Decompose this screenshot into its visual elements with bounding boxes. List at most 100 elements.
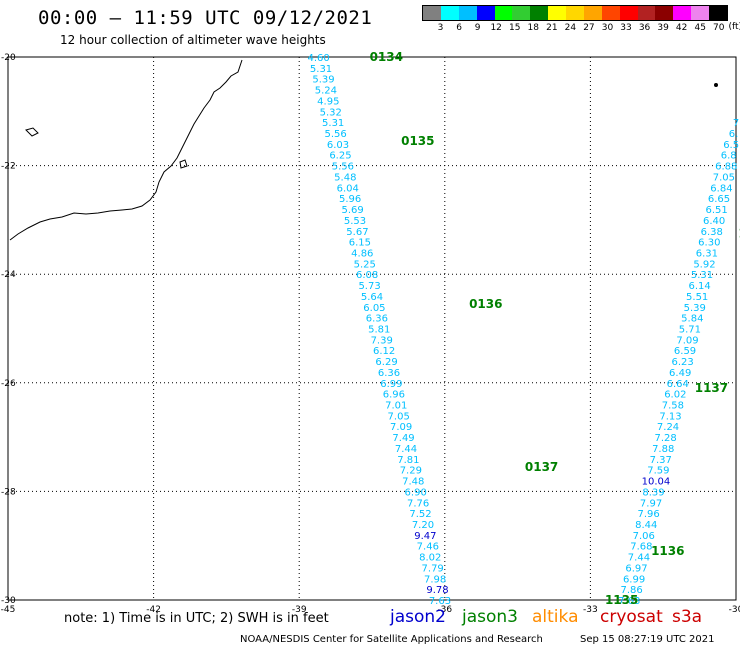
wave-height-label: 5.56 [332,162,354,173]
wave-height-label: 6.40 [703,216,725,227]
wave-height-label: 7.68 [630,542,652,553]
wave-height-label: 7.05 [713,172,735,183]
wave-height-label: 7.06 [633,531,655,542]
wave-height-label: 6.88 [715,162,737,173]
timestamp: Sep 15 08:27:19 UTC 2021 [580,634,715,645]
wave-height-label: 4.60 [307,53,329,64]
wave-height-label: 8.39 [642,487,664,498]
legend-label: 3 [437,23,444,33]
lon-tick-label: -36 [437,605,452,615]
wave-height-label: 6.49 [669,368,691,379]
wave-height-label: 7.79 [422,563,444,574]
wave-height-label: 6.29 [375,357,397,368]
wave-height-label: 6.03 [327,140,349,151]
wave-height-label: 5.64 [361,292,383,303]
wave-height-label: 6.14 [688,281,710,292]
mission-s3a: s3a [672,607,703,627]
wave-height-label: 7.46 [417,542,439,553]
wave-height-label: 6.08 [356,270,378,281]
wave-height-label: 5.25 [354,259,376,270]
wave-height-label: 6.36 [378,368,400,379]
lat-tick-label: -22 [1,162,16,172]
wave-height-label: 5.31 [310,64,332,75]
legend-swatch [566,6,584,20]
wave-height-label: 7.76 [407,498,429,509]
wave-height-label: 9.47 [414,531,436,542]
legend-label: 33 [620,23,632,33]
wave-height-label: 5.31 [322,118,344,129]
legend-label: 36 [638,23,651,33]
legend-label: 30 [601,23,614,33]
wave-height-label: 4.86 [351,248,373,259]
legend-label: 42 [675,23,688,33]
wave-height-label: 7.96 [638,509,660,520]
wave-height-label: 6.5 [723,140,739,151]
page-title: 00:00 – 11:59 UTC 09/12/2021 [38,7,373,29]
legend-swatch [494,6,513,20]
legend-swatch [476,6,495,20]
wave-height-label: 7.59 [647,466,669,477]
wave-height-label: 10.04 [642,477,671,488]
track-descending: 4.605.315.395.244.955.325.315.566.036.25… [307,50,558,607]
wave-height-label: 7.05 [388,411,410,422]
wave-height-label: 5.69 [341,205,363,216]
legend-swatch [423,6,441,20]
wave-height-label: 4.95 [317,96,339,107]
legend-swatch [512,6,531,20]
wave-height-label: 7.37 [650,455,672,466]
wave-height-label: 7.01 [385,401,407,412]
track-time-label: 0136 [469,297,502,311]
wave-height-label: 6.31 [696,248,718,259]
legend-swatch [619,6,638,20]
wave-height-label: 6.90 [405,487,427,498]
mission-cryosat: cryosat [600,607,663,627]
track-time-label: 0135 [401,134,434,148]
wave-height-label: 7.58 [662,401,684,412]
wave-height-label: 7.49 [392,433,414,444]
map-grid: -45 -42 -39 -36 -33 -30 -20 -22 -24 -26 -28 -30 [1,53,740,615]
wave-height-label: 5.73 [358,281,380,292]
wave-height-label: 5.53 [344,216,366,227]
wave-height-label: 6.36 [366,314,388,325]
wave-height-label: 5.24 [315,86,337,97]
wave-height-label: 7.86 [621,585,643,596]
wave-height-label: 5.39 [312,75,334,86]
wave-height-label: 6.02 [664,390,686,401]
wave-height-label: 6.23 [671,357,693,368]
wave-height-label: 7.81 [397,455,419,466]
wave-height-label: 5.81 [368,325,390,336]
legend-label: 18 [527,23,539,33]
legend-swatch [637,6,656,20]
wave-height-label: 7.09 [390,422,412,433]
lon-tick-label: -42 [146,605,161,615]
lat-tick-label: -24 [1,270,16,280]
legend-labels: 3 6 9 12 15 18 21 24 27 30 33 36 39 42 45 70 [422,23,728,33]
wave-height-label: 6.64 [667,379,689,390]
wave-height-label: 6.15 [349,238,371,249]
coastline [9,59,243,241]
wave-height-label: 7.98 [424,574,446,585]
wave-height-label: 7.39 [371,335,393,346]
track-time-label: 11 [738,226,740,240]
track-time-label: 1136 [651,544,684,558]
track-ascending: 76.6.56.86.887.056.846.656.516.406.386.3… [605,118,740,607]
wave-height-label: 6.59 [674,346,696,357]
wave-height-label: 6.65 [708,194,730,205]
wave-height-label: 5.96 [339,194,361,205]
track-time-label: 0134 [370,50,403,64]
wave-height-label: 6.84 [710,183,732,194]
wave-height-label: 9.78 [426,585,448,596]
mission-jason3: jason3 [462,607,518,627]
point-marker [714,83,718,87]
island-outline [179,159,188,169]
lon-tick-label: -30 [729,605,740,615]
legend-label: 70 [713,23,725,33]
legend-label: 15 [509,23,521,33]
wave-height-label: 5.48 [334,172,356,183]
wave-height-label: 7.48 [402,477,424,488]
lat-tick-label: -30 [1,596,16,606]
credit: NOAA/NESDIS Center for Satellite Applica… [240,634,543,645]
legend-label: 12 [490,23,502,33]
